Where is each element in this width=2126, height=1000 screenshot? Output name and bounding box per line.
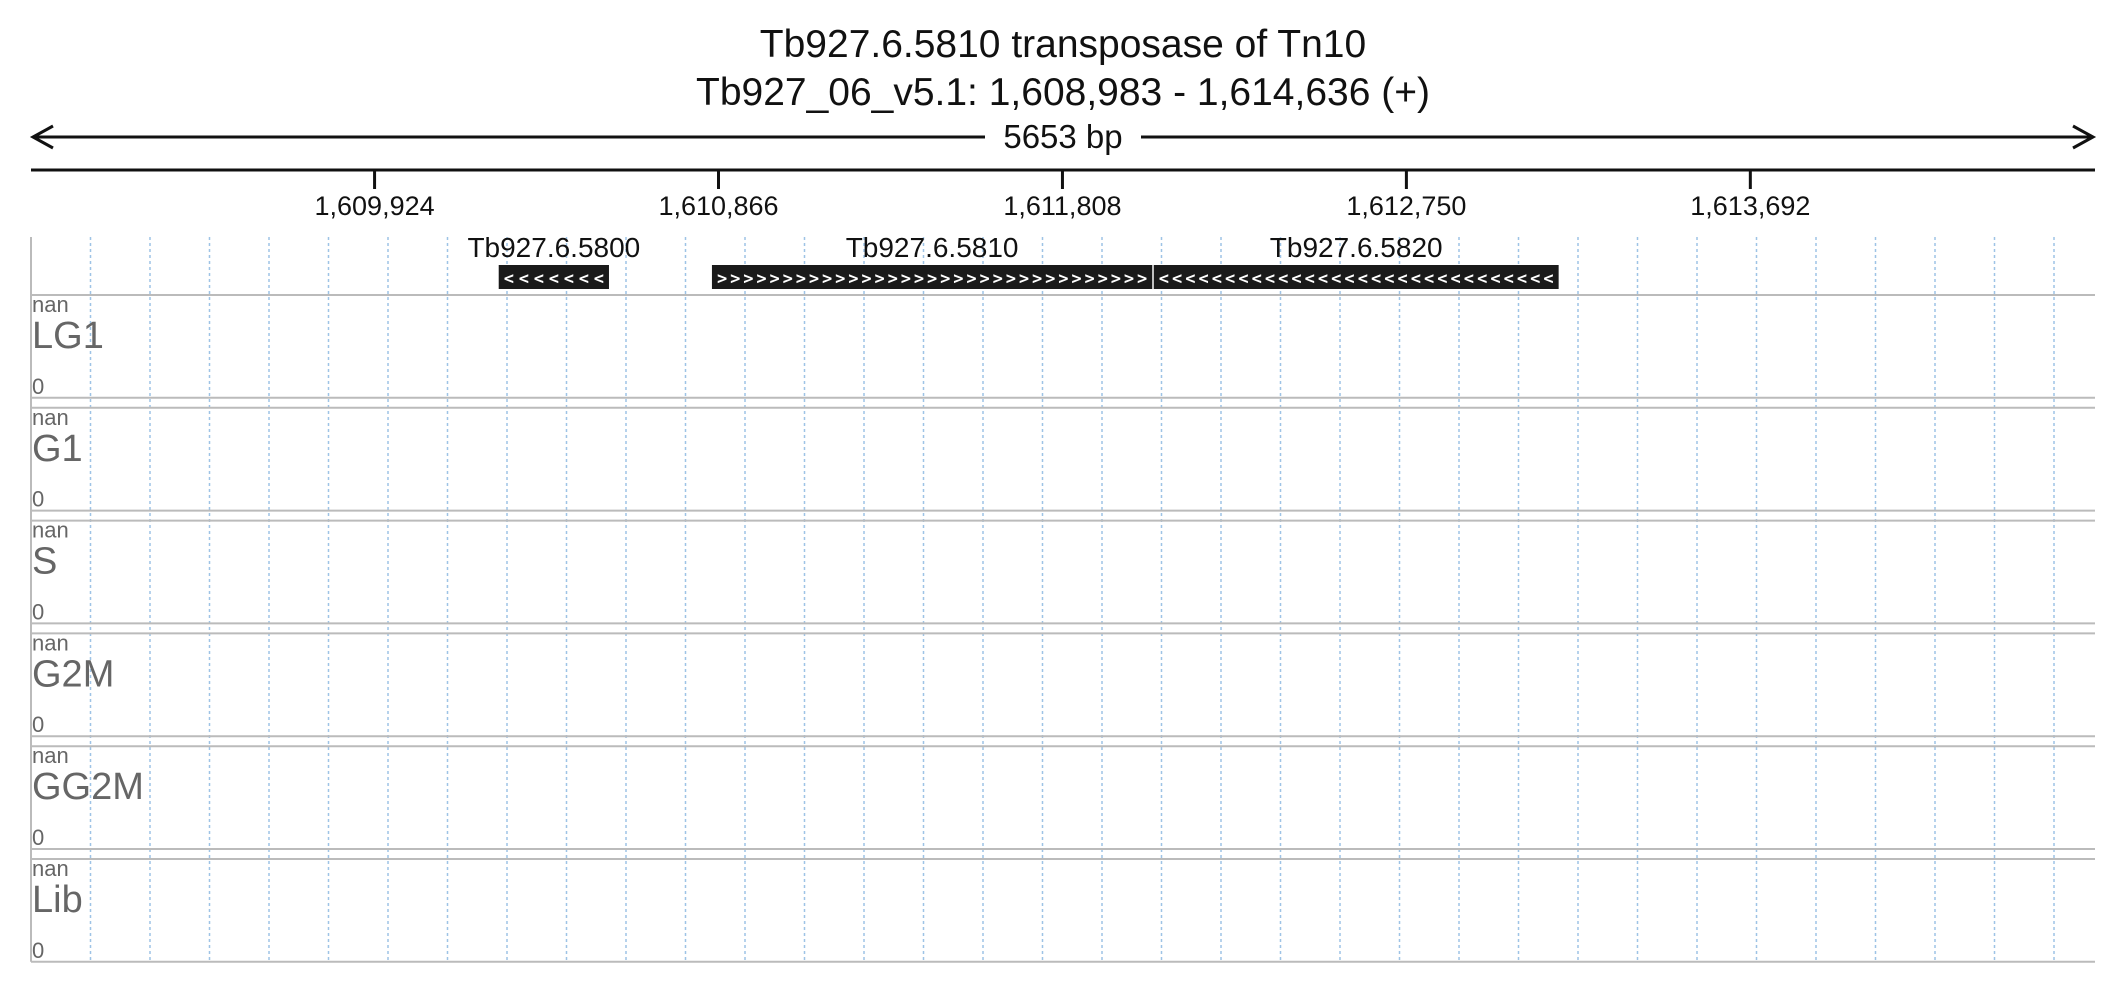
- gene-label: Tb927.6.5820: [1270, 232, 1443, 263]
- track-min-label: 0: [32, 825, 44, 850]
- strand-arrows: <<<<<<<: [504, 269, 604, 289]
- gene-block: [1153, 265, 1559, 289]
- track-name: GG2M: [32, 766, 144, 808]
- track-name: G2M: [32, 653, 114, 695]
- span-arrow-right: [2072, 124, 2097, 150]
- track-name: LG1: [32, 315, 104, 357]
- track-name: S: [32, 541, 57, 583]
- gene-label: Tb927.6.5810: [846, 232, 1019, 263]
- track-max-label: nan: [32, 743, 69, 768]
- ruler-tick-label: 1,610,866: [658, 191, 778, 221]
- gene-block: [711, 265, 1153, 289]
- track-max-label: nan: [32, 292, 69, 317]
- track-max-label: nan: [32, 630, 69, 655]
- track-min-label: 0: [32, 487, 44, 512]
- track-name: Lib: [32, 879, 83, 921]
- ruler-tick-label: 1,611,808: [1003, 191, 1121, 221]
- ruler-tick-label: 1,613,692: [1690, 191, 1810, 221]
- track-min-label: 0: [32, 938, 44, 963]
- gene-label: Tb927.6.5800: [467, 232, 640, 263]
- track-min-label: 0: [32, 712, 44, 737]
- span-label: 5653 bp: [1003, 118, 1122, 155]
- gene-block: [498, 265, 609, 289]
- ruler-tick-label: 1,612,750: [1346, 191, 1466, 221]
- gene-title: Tb927.6.5810 transposase of Tn10: [759, 23, 1367, 66]
- track-min-label: 0: [32, 599, 44, 624]
- span-arrow-left: [29, 124, 54, 150]
- track-max-label: nan: [32, 518, 69, 543]
- ruler-tick-label: 1,609,924: [315, 191, 435, 221]
- track-max-label: nan: [32, 405, 69, 430]
- genomic-location: Tb927_06_v5.1: 1,608,983 - 1,614,636 (+): [696, 71, 1430, 114]
- track-min-label: 0: [32, 374, 44, 399]
- track-max-label: nan: [32, 856, 69, 881]
- strand-arrows: >>>>>>>>>>>>>>>>>>>>>>>>>>>>>>>>>: [717, 269, 1147, 289]
- track-name: G1: [32, 428, 83, 470]
